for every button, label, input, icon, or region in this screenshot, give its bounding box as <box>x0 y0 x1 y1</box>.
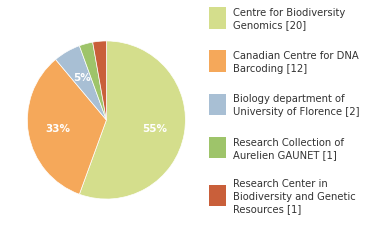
FancyBboxPatch shape <box>209 185 226 206</box>
FancyBboxPatch shape <box>209 50 226 72</box>
Text: Canadian Centre for DNA
Barcoding [12]: Canadian Centre for DNA Barcoding [12] <box>233 51 359 74</box>
Text: Biology department of
University of Florence [2]: Biology department of University of Flor… <box>233 94 359 117</box>
Text: Research Collection of
Aurelien GAUNET [1]: Research Collection of Aurelien GAUNET [… <box>233 138 344 160</box>
Text: 5%: 5% <box>73 72 91 83</box>
Text: 55%: 55% <box>142 124 167 133</box>
FancyBboxPatch shape <box>209 7 226 29</box>
FancyBboxPatch shape <box>209 137 226 158</box>
FancyBboxPatch shape <box>209 94 226 115</box>
Wedge shape <box>79 41 185 199</box>
Wedge shape <box>55 46 106 120</box>
Text: 33%: 33% <box>46 124 71 133</box>
Wedge shape <box>93 41 106 120</box>
Text: Centre for Biodiversity
Genomics [20]: Centre for Biodiversity Genomics [20] <box>233 8 345 30</box>
Wedge shape <box>27 60 106 194</box>
Text: Research Center in
Biodiversity and Genetic
Resources [1]: Research Center in Biodiversity and Gene… <box>233 180 356 214</box>
Wedge shape <box>79 42 106 120</box>
